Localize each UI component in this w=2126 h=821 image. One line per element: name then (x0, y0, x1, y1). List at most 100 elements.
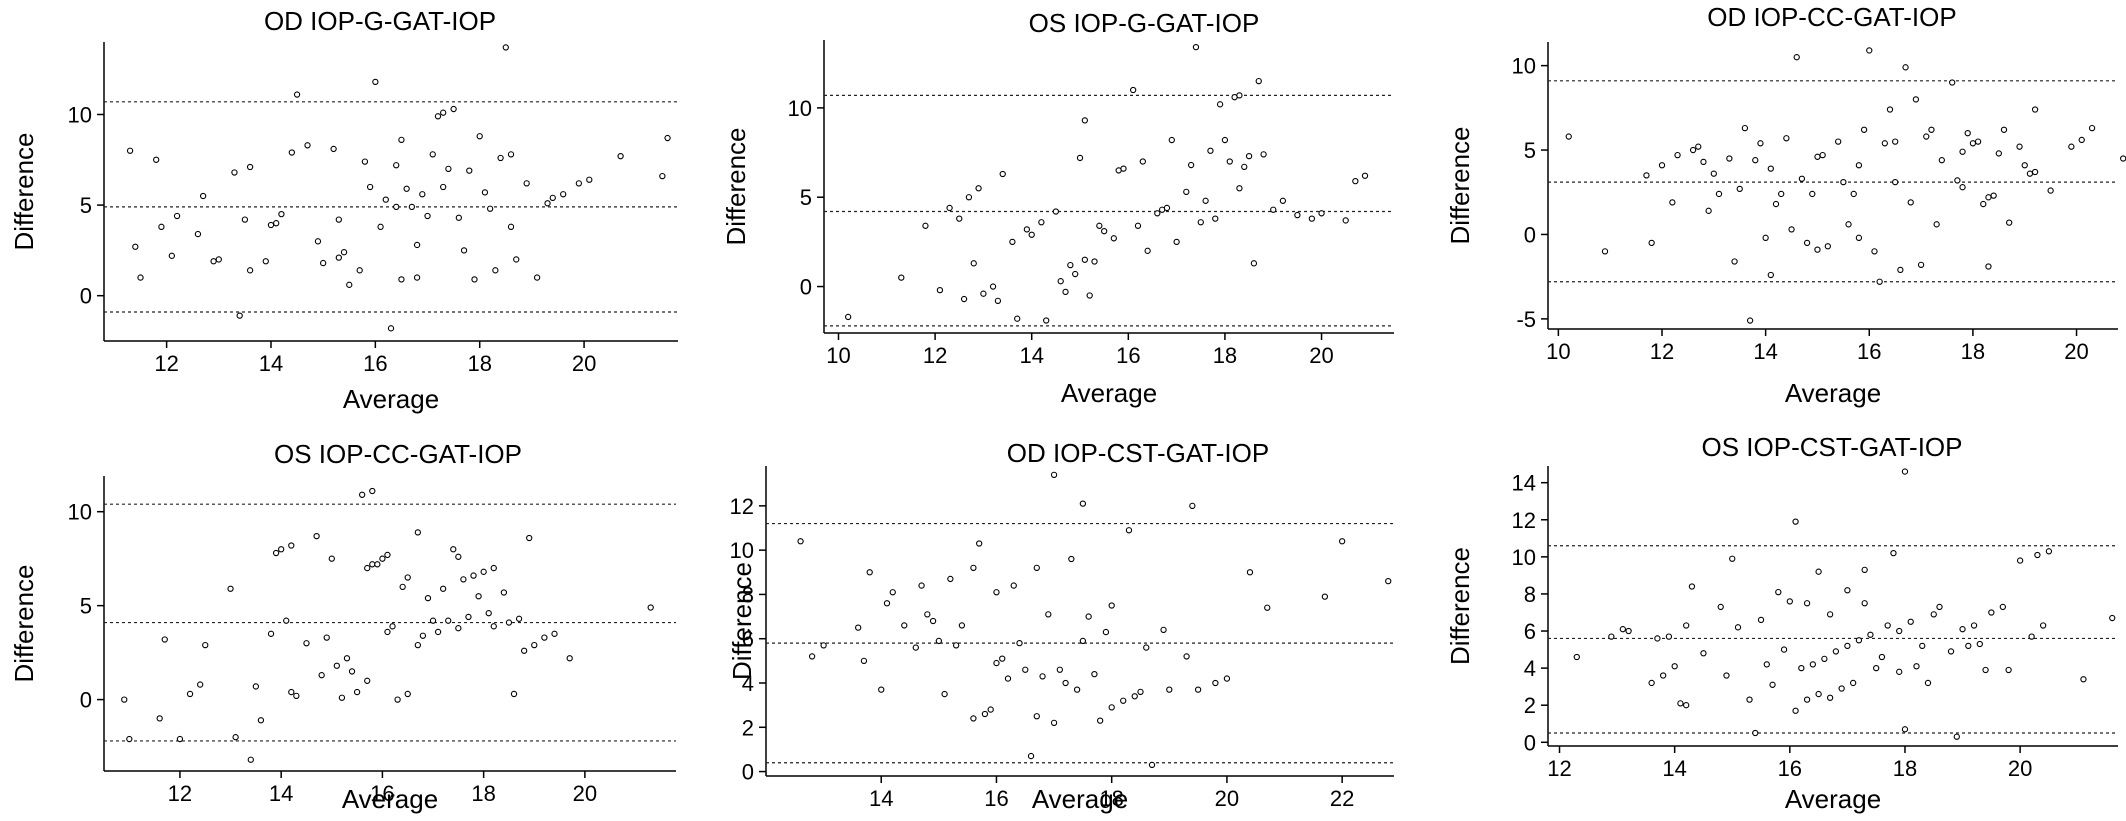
data-point (952, 642, 960, 649)
data-point (1803, 600, 1811, 607)
data-point (1022, 666, 1029, 673)
data-point (510, 690, 518, 698)
data-point (384, 628, 391, 636)
data-point (1137, 688, 1144, 696)
y-tick-label: 5 (1524, 138, 1536, 163)
data-point (424, 212, 431, 220)
data-point (918, 582, 925, 589)
data-point (1050, 719, 1058, 727)
data-point (1844, 642, 1851, 650)
data-point (2088, 124, 2096, 132)
data-point (1835, 138, 1842, 145)
data-point (924, 611, 931, 618)
data-point (1110, 235, 1117, 242)
x-tick-label: 16 (363, 351, 387, 376)
data-point (353, 688, 361, 696)
data-point (445, 165, 452, 172)
x-tick-label: 20 (572, 351, 596, 376)
data-point (1660, 672, 1667, 679)
data-point (389, 623, 396, 630)
data-point (1949, 79, 1956, 86)
data-point (246, 163, 254, 171)
data-point (958, 622, 966, 629)
data-point (507, 151, 515, 158)
data-point (455, 553, 462, 560)
data-point (1809, 190, 1816, 198)
data-point (1936, 603, 1943, 611)
data-point (1183, 188, 1190, 196)
data-point (1108, 704, 1115, 711)
data-point (993, 659, 1000, 667)
data-point (2028, 633, 2035, 640)
data-point (424, 594, 432, 602)
data-point (551, 630, 558, 637)
data-point (2078, 136, 2085, 144)
y-tick-label: 0 (1524, 222, 1536, 247)
data-point (1723, 672, 1730, 679)
data-point (878, 686, 885, 693)
data-point (161, 636, 168, 643)
y-tick-label: 0 (800, 275, 812, 300)
data-point (1824, 243, 1831, 250)
data-point (1120, 165, 1127, 172)
y-tick-label: 12 (1512, 508, 1536, 533)
data-point (429, 617, 437, 624)
data-point (1608, 633, 1615, 640)
data-point (2031, 168, 2039, 176)
data-point (1043, 317, 1050, 324)
data-point (361, 158, 369, 165)
y-tick-label: 6 (1524, 619, 1536, 644)
data-point (1125, 527, 1133, 534)
data-point (194, 230, 202, 238)
data-point (262, 258, 269, 265)
data-point (293, 91, 301, 98)
data-point (267, 221, 275, 229)
data-point (1729, 555, 1736, 562)
data-point (1896, 627, 1903, 635)
data-point (866, 569, 873, 576)
data-point (941, 690, 948, 698)
data-point (1683, 622, 1690, 629)
data-point (1009, 238, 1016, 246)
data-point (1995, 150, 2002, 157)
data-point (1076, 154, 1084, 162)
data-point (1039, 673, 1046, 680)
data-point (500, 589, 508, 596)
data-point (1980, 200, 1987, 208)
data-point (1246, 569, 1254, 576)
data-point (2026, 170, 2034, 177)
data-point (520, 647, 528, 654)
data-point (1715, 190, 1723, 198)
data-point (1086, 292, 1093, 299)
y-tick-label: 14 (1512, 471, 1536, 496)
y-tick-label: 10 (68, 102, 92, 127)
data-point (1786, 598, 1793, 605)
data-point (1982, 666, 1989, 674)
data-point (1207, 147, 1214, 154)
y-tick-label: 5 (800, 185, 812, 210)
y-tick-label: 6 (742, 627, 754, 652)
data-point (232, 734, 239, 741)
data-point (1814, 153, 1821, 160)
data-point (1194, 686, 1202, 693)
chart-panel: OS IOP-G-GAT-IOP 10 12 14 16 18 20 0 5 10 Average D… (721, 8, 1394, 408)
data-point (429, 151, 436, 158)
data-point (820, 642, 827, 649)
data-point (333, 662, 340, 669)
data-point (1056, 666, 1063, 673)
data-point (199, 192, 207, 200)
data-point (197, 681, 204, 688)
data-point (384, 551, 391, 559)
data-point (382, 196, 389, 203)
data-point (1757, 140, 1764, 147)
data-point (502, 44, 509, 51)
data-point (1270, 206, 1277, 213)
data-point (1772, 200, 1780, 208)
data-point (1163, 204, 1171, 212)
data-point (1216, 101, 1224, 108)
data-point (533, 274, 541, 281)
data-point (1855, 162, 1863, 169)
data-point (1985, 194, 1992, 201)
data-point (1294, 211, 1301, 219)
data-point (1881, 140, 1888, 147)
